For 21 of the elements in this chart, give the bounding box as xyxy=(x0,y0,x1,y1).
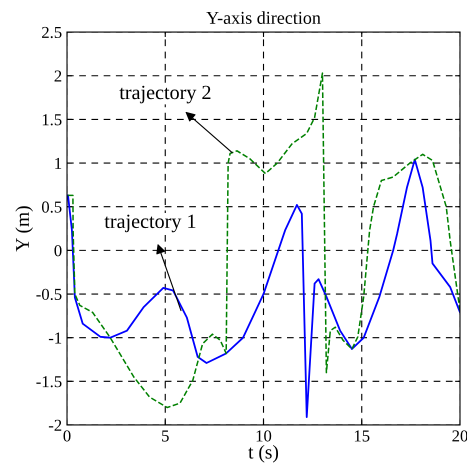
y-tick-label: 2.5 xyxy=(42,26,62,38)
y-tick-label: 0.5 xyxy=(42,201,62,213)
y-tick-label: 1.5 xyxy=(42,114,62,126)
y-tick-label: -0.5 xyxy=(36,288,62,300)
x-tick-label: 10 xyxy=(256,430,272,442)
x-tick-label: 0 xyxy=(63,430,71,442)
line-series xyxy=(67,158,460,418)
x-tick-label: 5 xyxy=(162,430,169,442)
y-tick-label: 2 xyxy=(54,70,62,82)
annotation: trajectory 1 xyxy=(104,214,196,232)
y-tick-label: 0 xyxy=(54,245,62,256)
x-axis-title: t (s) xyxy=(248,444,278,463)
x-tick-label: 15 xyxy=(354,430,370,442)
annotation: trajectory 2 xyxy=(119,86,210,104)
y-tick-label: -2 xyxy=(48,420,62,431)
line-series xyxy=(67,72,460,408)
y-axis-title: Y (m) xyxy=(15,206,33,252)
chart-title: Y-axis direction xyxy=(206,11,321,24)
y-tick-label: -1 xyxy=(48,332,62,344)
y-tick-label: -1.5 xyxy=(36,376,62,388)
y-tick-label: 1 xyxy=(55,158,62,169)
